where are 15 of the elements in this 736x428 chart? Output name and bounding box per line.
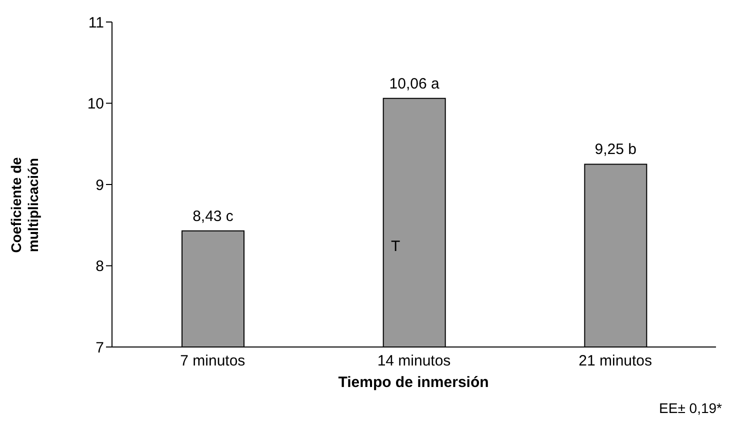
x-tick-label: 21 minutos — [578, 352, 652, 370]
data-label: 9,25 b — [594, 141, 637, 158]
y-tick-label: 7 — [96, 339, 104, 356]
y-tick-label: 11 — [88, 14, 104, 32]
y-axis-title: Coeficiente de multiplicación — [8, 156, 42, 255]
data-label: 10,06 a — [389, 75, 440, 92]
y-tick-label: 9 — [96, 176, 104, 194]
y-tick-label: 8 — [96, 258, 104, 276]
annotation: T — [391, 238, 400, 255]
x-axis-title: Tiempo de inmersión — [337, 374, 490, 391]
x-tick-label: 14 minutos — [377, 352, 451, 370]
y-tick-label: 10 — [87, 96, 104, 113]
x-tick-label: 7 minutos — [180, 352, 246, 370]
data-label: 8,43 c — [192, 208, 234, 225]
text: EE± 0,19* — [659, 400, 722, 416]
